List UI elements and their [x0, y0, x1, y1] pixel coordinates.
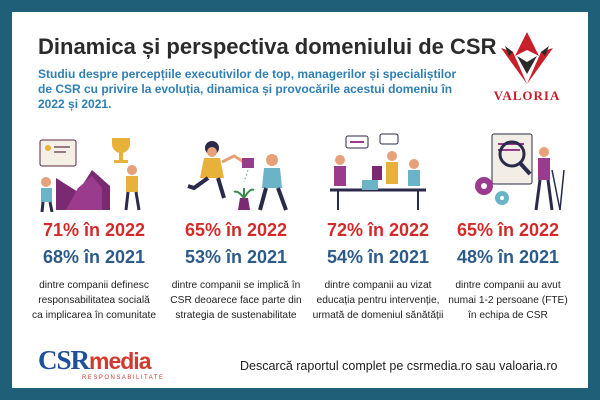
pct-2021: 53% în 2021: [184, 247, 288, 267]
growth-chart-trophy-icon: [39, 138, 141, 212]
stat-column-4: 65% în 2022 48% în 2021 dintre companii …: [440, 130, 576, 330]
page-title: Dinamica și perspectiva domeniului de CS…: [38, 34, 497, 59]
infographic-card: Dinamica și perspectiva domeniului de CS…: [12, 12, 588, 388]
pct-2022: 65% în 2022: [184, 220, 288, 240]
team-meeting-icon: [330, 133, 426, 210]
stat-description: dintre companii au vizat educația pentru…: [310, 278, 446, 323]
desc-line: ca implicarea în comunitate: [31, 310, 156, 321]
stat-description: dintre companii definesc responsabilitat…: [26, 278, 162, 323]
csr-logo-tagline: RESPONSABILITATE: [82, 375, 165, 381]
pct-2022: 72% în 2022: [326, 220, 430, 240]
desc-line: în echipa de CSR: [468, 310, 548, 321]
stat-column-3: 72% în 2022 54% în 2021 dintre companii …: [310, 130, 446, 330]
magnifier-gears-icon: [475, 133, 565, 211]
download-link-text: Descarcă raportul complet pe csrmedia.ro…: [240, 359, 558, 373]
valoria-emblem-icon: [501, 32, 553, 84]
csr-logo-main: CSR: [38, 345, 90, 375]
page-subtitle: Studiu despre percepțiile executivilor d…: [38, 67, 457, 111]
pct-2021: 48% în 2021: [456, 247, 560, 267]
stat-description: dintre companii se implică în CSR deoare…: [168, 278, 304, 323]
desc-line: dintre companii au vizat: [324, 280, 432, 291]
watering-plant-icon: [187, 141, 288, 211]
valoria-logo-text: VALORIA: [493, 88, 561, 103]
pct-2021: 68% în 2021: [42, 247, 146, 267]
desc-line: urmată de domeniul sănătății: [312, 310, 444, 321]
csrmedia-logo: CSRmedia RESPONSABILITATE: [38, 346, 168, 384]
desc-line: dintre companii au avut: [455, 280, 561, 291]
desc-line: CSR deoarece face parte din: [170, 295, 302, 306]
stat-column-2: 65% în 2022 53% în 2021 dintre companii …: [168, 130, 304, 330]
desc-line: numai 1-2 persoane (FTE): [448, 295, 568, 306]
pct-2022: 71% în 2022: [42, 220, 146, 240]
desc-line: dintre companii se implică în: [171, 280, 301, 291]
desc-line: dintre companii definesc: [39, 280, 149, 291]
csrmedia-logo-wordmark: CSRmedia: [38, 346, 168, 375]
pct-2022: 65% în 2022: [456, 220, 560, 240]
valoria-logo: VALORIA: [487, 30, 567, 112]
desc-line: strategia de sustenabilitate: [175, 310, 297, 321]
stat-column-1: 71% în 2022 68% în 2021 dintre companii …: [26, 130, 162, 330]
pct-2021: 54% în 2021: [326, 247, 430, 267]
csr-logo-media: media: [89, 348, 151, 374]
desc-line: educația pentru intervenție,: [316, 295, 440, 306]
stat-description: dintre companii au avut numai 1-2 persoa…: [440, 278, 576, 323]
desc-line: responsabilitatea socială: [38, 295, 150, 306]
